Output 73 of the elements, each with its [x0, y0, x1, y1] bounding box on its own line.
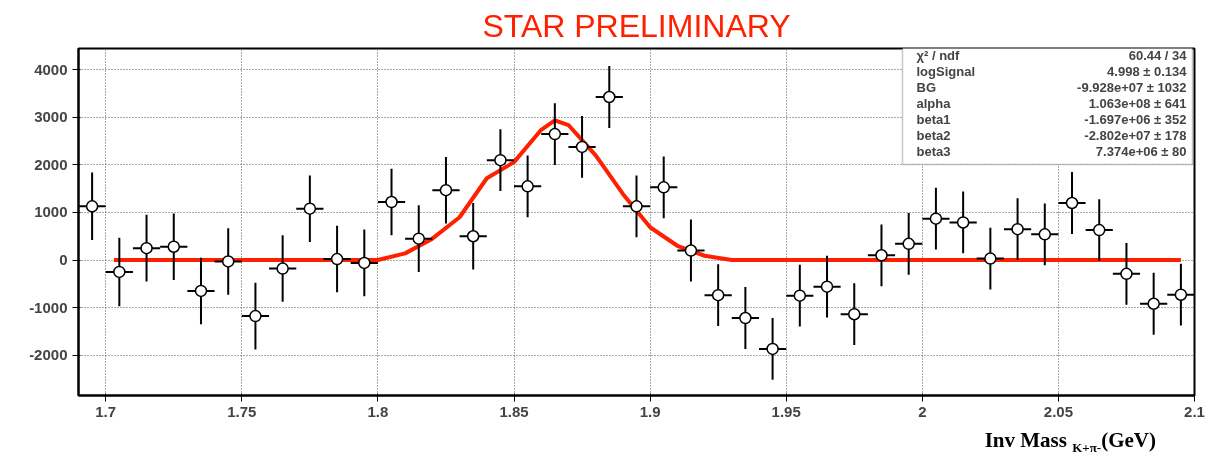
- point: [85, 200, 99, 213]
- y-tick-label: 2000: [34, 155, 68, 173]
- y-tick-label: 0: [59, 251, 68, 269]
- point: [494, 153, 507, 167]
- x-tick-label: 1.85: [499, 402, 529, 420]
- point: [249, 309, 262, 323]
- point: [1092, 223, 1106, 237]
- annotation: -2.802e+07 ± 178: [1084, 127, 1187, 143]
- x-tick-label: 2: [918, 402, 927, 420]
- annotation: logSignal: [916, 63, 975, 79]
- x-tick-label: 1.75: [227, 402, 257, 420]
- point: [1065, 196, 1079, 210]
- x-tick-label: 1.8: [367, 402, 389, 420]
- annotation: BG: [916, 79, 936, 95]
- point: [194, 284, 208, 298]
- x-tick-label: 2.05: [1043, 402, 1074, 420]
- point: [984, 252, 997, 265]
- point: [603, 90, 616, 104]
- point: [548, 127, 562, 141]
- chart-title: STAR PRELIMINARY: [482, 7, 791, 44]
- point: [439, 183, 453, 197]
- y-tick-label: 4000: [34, 60, 68, 78]
- annotation: beta3: [916, 143, 951, 159]
- point: [330, 252, 344, 266]
- annotation: χ² / ndf: [916, 47, 961, 63]
- point: [575, 140, 589, 154]
- y-tick-label: -2000: [29, 346, 68, 364]
- y-tick-label: 1000: [34, 203, 68, 221]
- annotation: 1.063e+08 ± 641: [1088, 95, 1187, 111]
- point: [929, 212, 943, 225]
- annotation: -1.697e+06 ± 352: [1084, 111, 1187, 127]
- annotation: beta1: [916, 111, 951, 127]
- point: [793, 289, 807, 302]
- point: [684, 244, 698, 257]
- point: [1011, 222, 1024, 236]
- point: [113, 265, 126, 279]
- point: [848, 307, 861, 321]
- point: [221, 255, 235, 268]
- point: [739, 311, 752, 325]
- point: [412, 232, 425, 245]
- y-tick-label: 3000: [34, 108, 68, 126]
- point: [711, 288, 725, 302]
- point: [358, 256, 371, 270]
- annotation: alpha: [916, 95, 952, 111]
- point: [766, 342, 779, 356]
- point: [521, 180, 534, 193]
- point: [630, 200, 643, 213]
- point: [385, 195, 398, 209]
- x-tick-label: 1.7: [95, 402, 117, 420]
- point: [140, 241, 153, 255]
- x-tick-label: 1.9: [639, 402, 661, 420]
- annotation: 4.998 ± 0.134: [1107, 63, 1188, 79]
- x-tick-label: 2.1: [1184, 402, 1205, 420]
- y-tick-label: -1000: [29, 298, 68, 316]
- point: [1038, 228, 1052, 241]
- point: [466, 230, 480, 243]
- point: [1120, 267, 1133, 281]
- point: [956, 216, 970, 229]
- point: [875, 249, 888, 262]
- point: [657, 181, 670, 194]
- point: [1147, 297, 1160, 310]
- point: [167, 240, 181, 253]
- point: [276, 262, 289, 275]
- point: [902, 237, 915, 251]
- x-tick-label: 1.95: [771, 402, 801, 420]
- point: [303, 202, 317, 215]
- point: [820, 280, 834, 293]
- x-axis-title: Inv Mass $_{K+π-}$(GeV): [983, 427, 1156, 458]
- annotation: 7.374e+06 ± 80: [1095, 143, 1187, 159]
- annotation: 60.44 / 34: [1128, 47, 1188, 63]
- annotation: beta2: [916, 127, 951, 143]
- point: [1174, 288, 1188, 301]
- annotation: -9.928e+07 ± 1032: [1077, 79, 1187, 95]
